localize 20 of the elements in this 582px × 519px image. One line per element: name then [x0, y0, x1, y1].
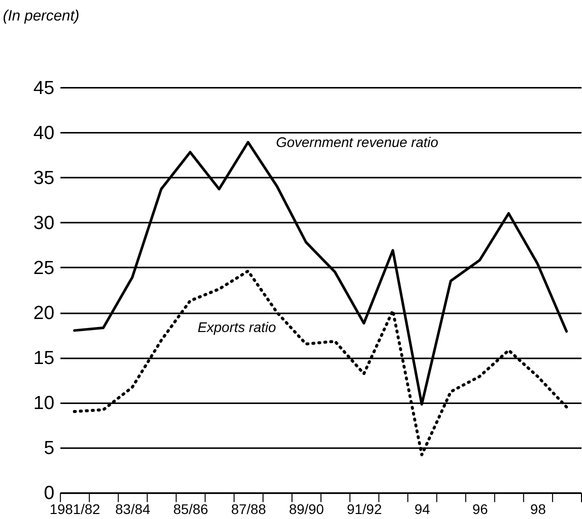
x-tick-label: 87/88 [231, 501, 266, 518]
x-tick-label: 96 [472, 501, 488, 518]
y-tick-label: 35 [33, 168, 54, 189]
y-tick-label: 30 [33, 212, 54, 234]
y-tick-label: 5 [44, 438, 54, 460]
x-tick-label: 85/86 [173, 501, 208, 518]
x-tick-label: 91/92 [346, 501, 382, 518]
chart-subtitle: (In percent) [2, 7, 80, 24]
series-label: Government revenue ratio [276, 134, 439, 150]
x-tick-label: 98 [530, 501, 546, 518]
series-label: Exports ratio [198, 318, 276, 335]
x-tick-label: 89/90 [288, 501, 324, 518]
y-tick-label: 25 [33, 258, 54, 279]
y-tick-label: 20 [33, 302, 54, 324]
x-tick-label: 83/84 [115, 501, 150, 518]
y-tick-label: 15 [33, 348, 54, 369]
y-tick-label: 40 [33, 122, 54, 144]
y-tick-label: 10 [33, 393, 54, 414]
y-tick-label: 45 [33, 78, 54, 99]
x-tick-label: 94 [414, 501, 430, 518]
